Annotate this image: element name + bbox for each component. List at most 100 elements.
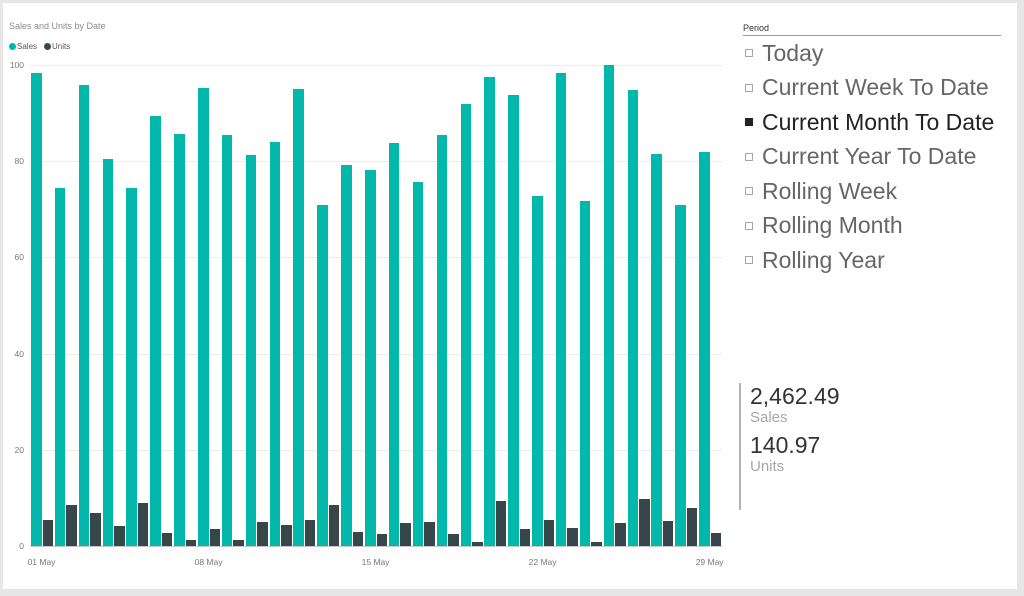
sales-bar[interactable] bbox=[31, 73, 42, 546]
slicer-item-today[interactable]: Today bbox=[743, 36, 1001, 71]
units-bar[interactable] bbox=[328, 505, 340, 546]
sales-bar[interactable] bbox=[198, 88, 209, 546]
units-bar[interactable] bbox=[639, 498, 650, 546]
report-canvas: Sales and Units by Date Sales Units 0 20 4… bbox=[3, 3, 1017, 589]
sales-bar[interactable] bbox=[365, 170, 376, 546]
slicer-items: Today Current Week To Date Current Month T… bbox=[743, 36, 1001, 278]
slicer-item-label: Current Week To Date bbox=[762, 74, 989, 101]
sales-bar[interactable] bbox=[460, 103, 472, 546]
sales-bar[interactable] bbox=[174, 134, 185, 546]
units-bar[interactable] bbox=[304, 520, 316, 546]
y-tick-label: 100 bbox=[9, 60, 24, 70]
units-bar[interactable] bbox=[209, 529, 221, 546]
units-bar[interactable] bbox=[257, 521, 268, 546]
units-bar[interactable] bbox=[448, 533, 459, 546]
units-bar[interactable] bbox=[686, 508, 698, 546]
x-tick-label: 15 May bbox=[361, 557, 390, 567]
slicer-item-label: Current Month To Date bbox=[762, 108, 995, 135]
sales-bar[interactable] bbox=[126, 188, 137, 546]
checkbox-empty-icon[interactable] bbox=[745, 49, 753, 58]
sales-bar[interactable] bbox=[532, 196, 543, 546]
y-tick-label: 80 bbox=[14, 156, 24, 167]
sales-bar[interactable] bbox=[269, 141, 281, 546]
sales-bar[interactable] bbox=[388, 142, 400, 546]
units-bar[interactable] bbox=[66, 505, 77, 546]
units-bar[interactable] bbox=[400, 522, 411, 546]
units-bar[interactable] bbox=[185, 539, 197, 546]
checkbox-empty-icon[interactable] bbox=[745, 187, 753, 196]
x-tick-label: 08 May bbox=[194, 557, 223, 567]
slicer-item-label: Current Year To Date bbox=[762, 143, 977, 170]
units-bar[interactable] bbox=[137, 502, 149, 546]
sales-bar[interactable] bbox=[341, 165, 352, 546]
sales-bar[interactable] bbox=[317, 205, 328, 546]
sales-bar[interactable] bbox=[699, 152, 710, 546]
sales-bar[interactable] bbox=[412, 182, 424, 546]
y-tick-label: 60 bbox=[14, 252, 24, 263]
units-bar[interactable] bbox=[424, 521, 435, 546]
units-bar[interactable] bbox=[710, 533, 722, 546]
units-bar[interactable] bbox=[495, 500, 507, 546]
slicer-item-current-month-to-date[interactable]: Current Month To Date bbox=[743, 105, 1001, 140]
gridline bbox=[30, 257, 722, 259]
x-tick-label: 01 May bbox=[27, 557, 56, 567]
units-bar[interactable] bbox=[376, 533, 388, 546]
gridline bbox=[30, 449, 722, 451]
units-bar[interactable] bbox=[352, 532, 364, 546]
sales-bar[interactable] bbox=[436, 135, 448, 546]
slicer-item-current-year-to-date[interactable]: Current Year To Date bbox=[743, 140, 1001, 175]
slicer-item-rolling-week[interactable]: Rolling Week bbox=[743, 174, 1001, 209]
sales-bar[interactable] bbox=[102, 159, 114, 546]
gridline bbox=[30, 353, 722, 355]
units-bar[interactable] bbox=[615, 522, 626, 546]
units-bar[interactable] bbox=[591, 542, 602, 546]
sales-bar[interactable] bbox=[484, 77, 495, 546]
sales-bar[interactable] bbox=[651, 154, 662, 546]
gridline bbox=[30, 161, 722, 163]
units-bar[interactable] bbox=[42, 520, 53, 546]
checkbox-checked-icon[interactable] bbox=[745, 118, 753, 127]
sales-bar[interactable] bbox=[579, 201, 591, 546]
sales-bar[interactable] bbox=[150, 116, 161, 546]
sales-bar[interactable] bbox=[245, 154, 257, 546]
checkbox-empty-icon[interactable] bbox=[745, 221, 753, 230]
chart-legend: Sales Units bbox=[9, 42, 73, 51]
units-bar[interactable] bbox=[233, 539, 244, 546]
slicer-item-rolling-month[interactable]: Rolling Month bbox=[743, 209, 1001, 244]
units-bar[interactable] bbox=[662, 521, 674, 546]
units-label: Units bbox=[750, 458, 785, 475]
x-tick-label: 22 May bbox=[528, 557, 557, 567]
checkbox-empty-icon[interactable] bbox=[745, 152, 753, 161]
slicer-item-rolling-year[interactable]: Rolling Year bbox=[743, 243, 1001, 278]
checkbox-empty-icon[interactable] bbox=[745, 83, 753, 92]
units-bar[interactable] bbox=[161, 533, 173, 546]
slicer-item-label: Rolling Month bbox=[762, 212, 903, 239]
sales-bar[interactable] bbox=[293, 89, 304, 546]
units-bar[interactable] bbox=[543, 520, 555, 546]
units-bar[interactable] bbox=[281, 524, 292, 546]
units-bar[interactable] bbox=[519, 529, 531, 546]
column-chart-plot: 0 20 40 60 80 100 01 May 08 May 15 May 22 May 29 M… bbox=[10, 60, 724, 567]
units-bar[interactable] bbox=[472, 542, 483, 546]
sales-bar[interactable] bbox=[555, 73, 567, 546]
slicer-item-current-week-to-date[interactable]: Current Week To Date bbox=[743, 71, 1001, 106]
checkbox-empty-icon[interactable] bbox=[745, 256, 753, 265]
units-bar[interactable] bbox=[567, 527, 578, 546]
sales-bar[interactable] bbox=[603, 65, 615, 546]
sales-bar[interactable] bbox=[54, 188, 66, 546]
units-bar[interactable] bbox=[90, 512, 101, 546]
y-tick-label: 40 bbox=[14, 348, 24, 359]
sales-bar[interactable] bbox=[78, 85, 90, 546]
y-tick-label: 0 bbox=[19, 541, 24, 551]
period-slicer: Period Today Current Week To Date Current … bbox=[743, 23, 1001, 278]
units-bar[interactable] bbox=[114, 525, 125, 546]
sales-dot-icon bbox=[9, 43, 16, 50]
sales-bar[interactable] bbox=[627, 90, 639, 546]
slicer-item-label: Today bbox=[762, 39, 824, 66]
legend-item-units[interactable]: Units bbox=[44, 42, 70, 51]
legend-item-sales[interactable]: Sales bbox=[9, 42, 37, 51]
sales-bar[interactable] bbox=[508, 94, 519, 546]
sales-bar[interactable] bbox=[675, 204, 686, 546]
sales-bar[interactable] bbox=[221, 135, 233, 546]
y-tick-label: 20 bbox=[14, 444, 24, 455]
